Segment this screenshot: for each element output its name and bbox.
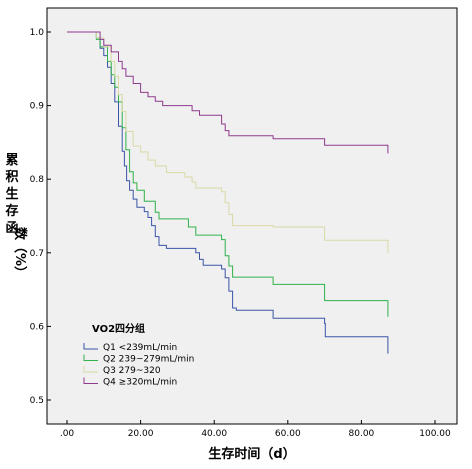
- x-tick-label: 60.00: [275, 429, 301, 439]
- y-axis-title-char: 积: [5, 169, 18, 185]
- x-tick-label: 40.00: [201, 429, 227, 439]
- y-axis-title-char: 存: [5, 203, 18, 219]
- series-line-q2: [67, 31, 389, 317]
- legend-swatch-q1: [83, 343, 98, 350]
- y-axis: 0.5 0.6 0.7 0.8 0.9 1.0: [30, 28, 51, 406]
- x-tick-label: 20.00: [128, 429, 154, 439]
- y-tick-label: 0.5: [30, 396, 44, 406]
- x-tick-label: 100.00: [419, 429, 451, 439]
- x-axis-title: 生存时间（d）: [208, 446, 295, 462]
- legend-label-q4: Q4 ≥320mL/min: [103, 378, 177, 388]
- y-axis-title-char: 生: [5, 186, 18, 202]
- y-tick-label: 0.8: [30, 175, 45, 185]
- y-tick-label: 0.7: [30, 249, 44, 259]
- y-axis-title-unit: 数（%）: [12, 227, 28, 279]
- series-lines: [67, 31, 389, 354]
- y-tick-label: 0.6: [30, 322, 45, 332]
- series-line-q1: [67, 31, 389, 354]
- plot-area: [46, 7, 458, 425]
- y-axis-title-char: 累: [5, 152, 18, 168]
- legend-swatch-q3: [83, 366, 98, 373]
- y-axis-title-char: 函: [5, 221, 18, 236]
- series-line-q4: [67, 31, 389, 154]
- legend-swatch-q4: [83, 377, 98, 384]
- series-line-q3: [67, 31, 389, 253]
- x-axis: .00 20.00 40.00 60.00 80.00 100.00: [60, 420, 451, 439]
- legend-label-q3: Q3 279~320: [103, 366, 161, 376]
- y-tick-label: 1.0: [30, 28, 45, 38]
- legend-label-q2: Q2 239~279mL/min: [103, 355, 194, 365]
- x-tick-label: 80.00: [349, 429, 375, 439]
- legend-label-q1: Q1 <239mL/min: [103, 343, 177, 353]
- x-tick-label: .00: [60, 429, 75, 439]
- y-tick-label: 0.9: [30, 102, 45, 112]
- legend-swatch-q2: [83, 354, 98, 361]
- legend-title: VO2四分组: [92, 322, 145, 335]
